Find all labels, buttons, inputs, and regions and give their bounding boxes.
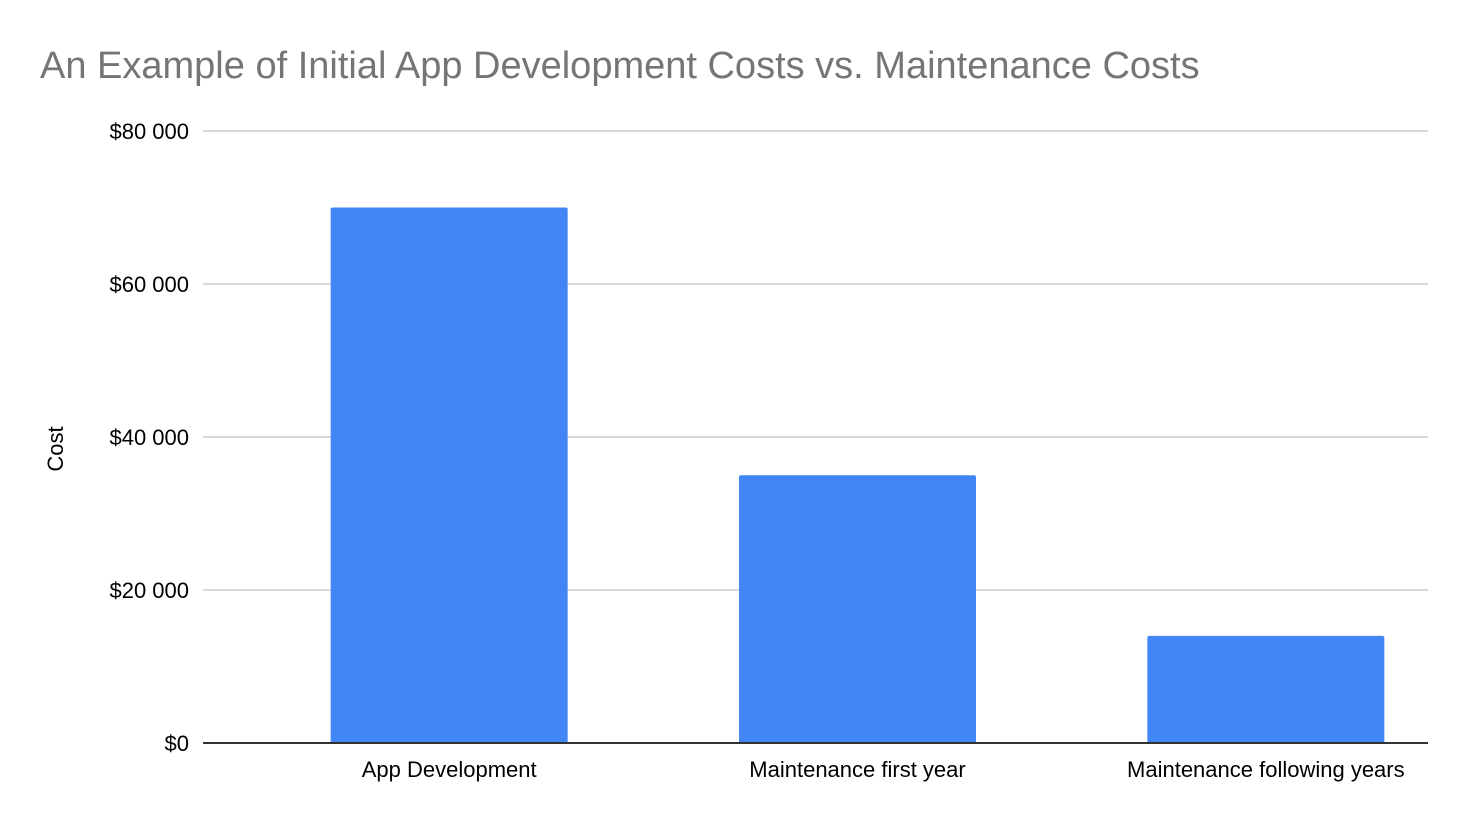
y-tick-label: $0 (165, 731, 189, 756)
y-tick-label: $20 000 (109, 578, 189, 603)
y-tick-label: $60 000 (109, 272, 189, 297)
bar (739, 475, 976, 743)
bar (1147, 635, 1385, 743)
x-tick-label: Maintenance first year (749, 757, 965, 782)
x-tick-label: App Development (362, 757, 537, 782)
y-axis-ticks: $0 $20 000 $40 000 $60 000 $80 000 (109, 119, 189, 756)
y-axis-title: Cost (43, 426, 68, 471)
y-tick-label: $40 000 (109, 425, 189, 450)
x-axis-ticks: App Development Maintenance first year Mai… (362, 757, 1405, 782)
chart-title: An Example of Initial App Development Co… (40, 45, 1200, 87)
bar (330, 207, 568, 743)
bars (330, 207, 1385, 743)
y-tick-label: $80 000 (109, 119, 189, 144)
x-tick-label: Maintenance following years (1127, 757, 1405, 782)
